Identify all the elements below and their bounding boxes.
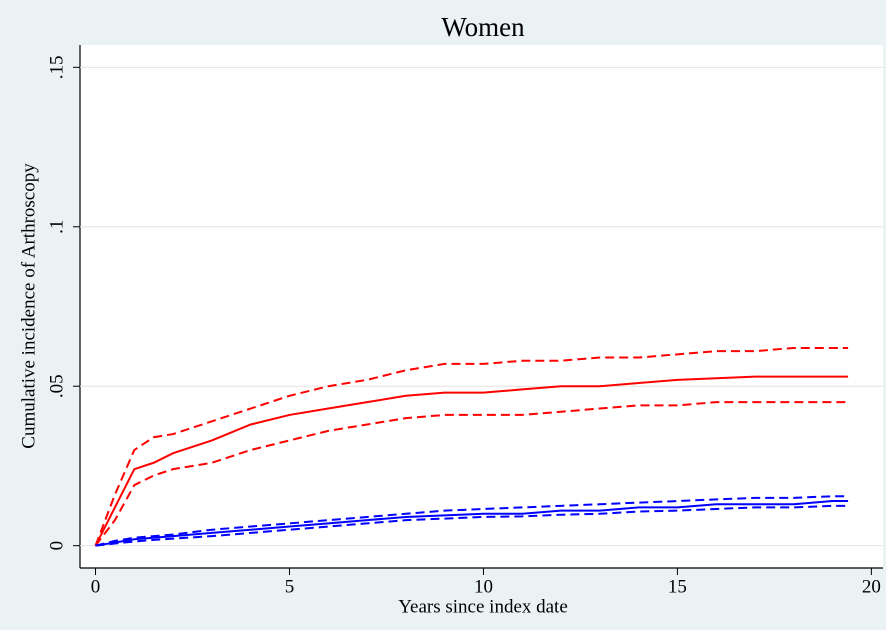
series-line <box>95 495 849 547</box>
series-line <box>94 375 849 547</box>
x-tick-label: 10 <box>474 576 493 597</box>
x-tick-label: 0 <box>91 576 101 597</box>
y-tick-label: 0 <box>46 541 67 551</box>
x-tick-label: 15 <box>668 576 687 597</box>
x-tick-label: 5 <box>285 576 295 597</box>
y-tick-label: .05 <box>46 374 67 398</box>
plot-area <box>80 45 883 568</box>
series-line <box>94 401 849 547</box>
series-line <box>95 504 849 547</box>
series-line <box>95 500 849 547</box>
y-tick-label: .15 <box>46 55 67 79</box>
chart-title: Women <box>441 12 525 42</box>
x-tick-label: 20 <box>862 576 881 597</box>
y-tick-label: .1 <box>46 220 67 234</box>
x-axis-label: Years since index date <box>398 596 568 617</box>
series-line <box>94 346 849 547</box>
y-axis-label: Cumulative incidence of Arthroscopy <box>18 163 39 449</box>
